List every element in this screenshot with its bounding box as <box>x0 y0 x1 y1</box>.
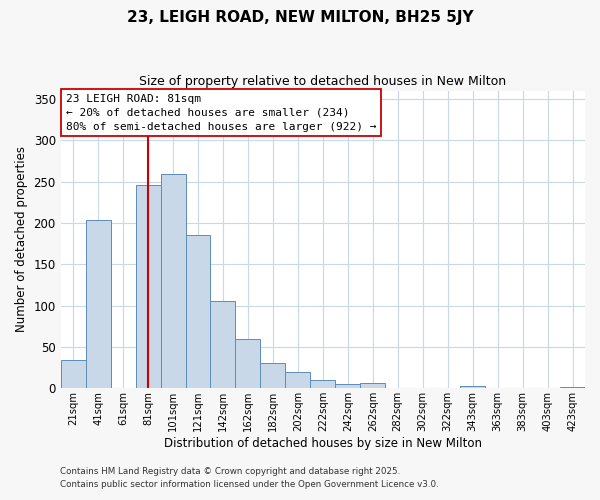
Bar <box>136 185 161 388</box>
Y-axis label: Number of detached properties: Number of detached properties <box>15 146 28 332</box>
Bar <box>211 300 235 388</box>
Bar <box>161 174 185 388</box>
Bar <box>335 384 360 388</box>
Bar <box>460 386 485 388</box>
Bar <box>235 338 260 388</box>
X-axis label: Distribution of detached houses by size in New Milton: Distribution of detached houses by size … <box>164 437 482 450</box>
Bar <box>61 360 86 388</box>
Bar <box>260 364 286 388</box>
Bar <box>86 220 110 388</box>
Bar <box>360 384 385 388</box>
Title: Size of property relative to detached houses in New Milton: Size of property relative to detached ho… <box>139 75 506 88</box>
Text: Contains HM Land Registry data © Crown copyright and database right 2025.
Contai: Contains HM Land Registry data © Crown c… <box>60 468 439 489</box>
Text: 23 LEIGH ROAD: 81sqm
← 20% of detached houses are smaller (234)
80% of semi-deta: 23 LEIGH ROAD: 81sqm ← 20% of detached h… <box>66 94 376 132</box>
Bar <box>310 380 335 388</box>
Bar <box>286 372 310 388</box>
Text: 23, LEIGH ROAD, NEW MILTON, BH25 5JY: 23, LEIGH ROAD, NEW MILTON, BH25 5JY <box>127 10 473 25</box>
Bar <box>185 236 211 388</box>
